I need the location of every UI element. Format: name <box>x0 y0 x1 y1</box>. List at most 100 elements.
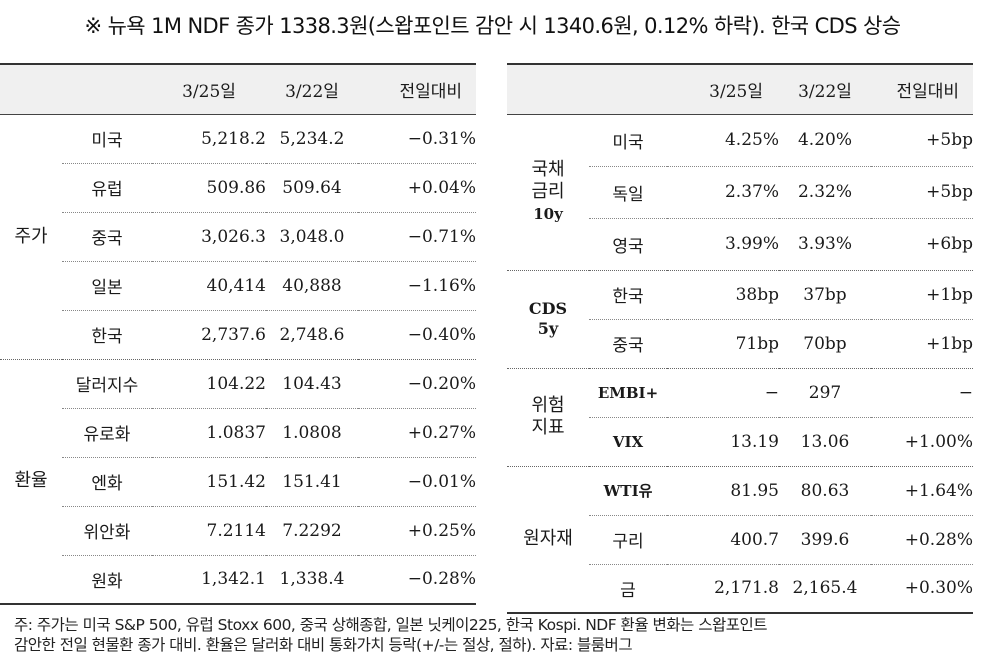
value-0325: 7.2114 <box>152 506 266 556</box>
value-0322: 1,338.4 <box>266 555 358 605</box>
header-item-blank <box>62 63 152 115</box>
table-row: 중국 71bp 70bp +1bp <box>507 319 973 369</box>
value-change: +1bp <box>871 270 973 320</box>
value-change: +0.04% <box>358 163 476 213</box>
value-0325: 3.99% <box>667 218 779 271</box>
value-0325: 38bp <box>667 270 779 320</box>
table-row: 금 2,171.8 2,165.4 +0.30% <box>507 564 973 614</box>
group-label-sub: 10y <box>533 205 563 223</box>
row-label: 독일 <box>589 166 667 219</box>
group-label-main: 국채 금리 <box>531 159 565 202</box>
value-0325: 509.86 <box>152 163 266 213</box>
group-label-bond-yield: 국채 금리 10y <box>507 114 589 271</box>
table-row: 엔화 151.42 151.41 −0.01% <box>0 457 476 507</box>
table-row: 유로화 1.0837 1.0808 +0.27% <box>0 408 476 458</box>
value-0325: − <box>667 368 779 418</box>
value-0325: 13.19 <box>667 417 779 467</box>
row-label: 위안화 <box>62 506 152 556</box>
value-change: −0.31% <box>358 114 476 164</box>
value-change: +0.28% <box>871 515 973 565</box>
table-row: 주가 미국 5,218.2 5,234.2 −0.31% <box>0 114 476 360</box>
header-date-0325: 3/25일 <box>667 63 779 115</box>
row-label: 유럽 <box>62 163 152 213</box>
value-change: −0.40% <box>358 310 476 360</box>
value-0322: 399.6 <box>779 515 871 565</box>
value-0322: 297 <box>779 368 871 418</box>
table-row: 독일 2.37% 2.32% +5bp <box>507 166 973 219</box>
value-change: −0.28% <box>358 555 476 605</box>
value-0325: 4.25% <box>667 114 779 167</box>
header-change: 전일대비 <box>358 63 476 115</box>
table-row: CDS 5y 한국 38bp 37bp +1bp <box>507 270 973 369</box>
value-0322: 3.93% <box>779 218 871 271</box>
header-group-blank <box>0 63 62 115</box>
row-label: WTI유 <box>589 466 667 516</box>
row-label: EMBI+ <box>589 368 667 418</box>
header-group-blank <box>507 63 589 115</box>
headline: ※ 뉴욕 1M NDF 종가 1338.3원(스왑포인트 감안 시 1340.6… <box>84 14 902 38</box>
value-change: +0.25% <box>358 506 476 556</box>
value-change: +0.30% <box>871 564 973 614</box>
value-0322: 2,748.6 <box>266 310 358 360</box>
value-change: −0.20% <box>358 359 476 409</box>
value-0325: 5,218.2 <box>152 114 266 164</box>
value-0325: 2,171.8 <box>667 564 779 614</box>
value-change: +5bp <box>871 114 973 167</box>
value-change: +0.27% <box>358 408 476 458</box>
value-change: +1.64% <box>871 466 973 516</box>
value-0325: 1,342.1 <box>152 555 266 605</box>
header-date-0322: 3/22일 <box>266 63 358 115</box>
table-row: 위험 지표 EMBI+ − 297 − <box>507 368 973 467</box>
value-0325: 3,026.3 <box>152 212 266 262</box>
value-change: −0.01% <box>358 457 476 507</box>
footnote-line-1: 주: 주가는 미국 S&P 500, 유럽 Stoxx 600, 중국 상해종합… <box>14 616 768 634</box>
row-label: 한국 <box>62 310 152 360</box>
table-header-row: 3/25일 3/22일 전일대비 <box>507 63 973 115</box>
table-row: 위안화 7.2114 7.2292 +0.25% <box>0 506 476 556</box>
footnote-line-2: 감안한 전일 현물환 종가 대비. 환율은 달러화 대비 통화가치 등락(+/-… <box>14 636 633 654</box>
value-change: +6bp <box>871 218 973 271</box>
value-change: +5bp <box>871 166 973 219</box>
table-row: 환율 달러지수 104.22 104.43 −0.20% <box>0 359 476 605</box>
row-label: 중국 <box>589 319 667 369</box>
value-0325: 151.42 <box>152 457 266 507</box>
group-label-cds: CDS 5y <box>507 270 589 369</box>
table-row: 원화 1,342.1 1,338.4 −0.28% <box>0 555 476 605</box>
row-label: 미국 <box>589 114 667 167</box>
row-label: 미국 <box>62 114 152 164</box>
table-row: 국채 금리 10y 미국 4.25% 4.20% +5bp <box>507 114 973 271</box>
value-0322: 151.41 <box>266 457 358 507</box>
value-0325: 40,414 <box>152 261 266 311</box>
row-label: VIX <box>589 417 667 467</box>
table-row: 구리 400.7 399.6 +0.28% <box>507 515 973 565</box>
value-change: −0.71% <box>358 212 476 262</box>
group-label-stocks: 주가 <box>0 114 62 360</box>
value-change: +1bp <box>871 319 973 369</box>
table-row: VIX 13.19 13.06 +1.00% <box>507 417 973 467</box>
footnote: 주: 주가는 미국 S&P 500, 유럽 Stoxx 600, 중국 상해종합… <box>14 615 974 655</box>
value-0322: 70bp <box>779 319 871 369</box>
value-0322: 4.20% <box>779 114 871 167</box>
group-label-commodities: 원자재 <box>507 466 589 614</box>
value-change: −1.16% <box>358 261 476 311</box>
group-label-risk: 위험 지표 <box>507 368 589 467</box>
row-label: 엔화 <box>62 457 152 507</box>
value-0322: 80.63 <box>779 466 871 516</box>
value-0325: 81.95 <box>667 466 779 516</box>
header-item-blank <box>589 63 667 115</box>
left-market-table: 3/25일 3/22일 전일대비 주가 미국 5,218.2 5,234.2 −… <box>0 63 476 605</box>
row-label: 영국 <box>589 218 667 271</box>
row-label: 중국 <box>62 212 152 262</box>
value-0322: 40,888 <box>266 261 358 311</box>
row-label: 달러지수 <box>62 359 152 409</box>
value-0322: 509.64 <box>266 163 358 213</box>
row-label: 구리 <box>589 515 667 565</box>
row-label: 한국 <box>589 270 667 320</box>
value-0322: 5,234.2 <box>266 114 358 164</box>
header-change: 전일대비 <box>871 63 973 115</box>
row-label: 원화 <box>62 555 152 605</box>
value-change: − <box>871 368 973 418</box>
value-0322: 37bp <box>779 270 871 320</box>
table-row: 중국 3,026.3 3,048.0 −0.71% <box>0 212 476 262</box>
row-label: 일본 <box>62 261 152 311</box>
